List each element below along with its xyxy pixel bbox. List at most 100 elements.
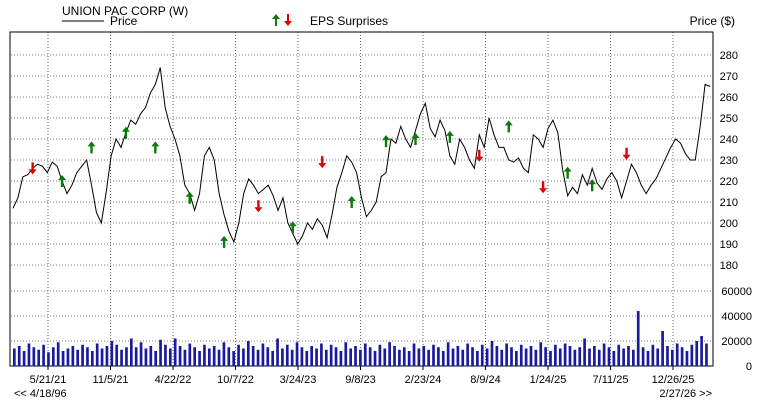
- x-tick-label: 5/21/21: [30, 374, 67, 386]
- volume-bar: [149, 346, 153, 366]
- volume-bar: [490, 341, 494, 366]
- forward-nav-link[interactable]: 2/27/26 >>: [659, 388, 712, 400]
- volume-bar: [295, 342, 299, 366]
- volume-bar: [588, 348, 591, 366]
- back-nav-link[interactable]: << 4/18/96: [14, 388, 67, 400]
- eps-down-arrow-icon[interactable]: [318, 156, 327, 169]
- eps-up-arrow-icon[interactable]: [382, 135, 391, 148]
- volume-tick-label: 0: [746, 361, 752, 373]
- volume-bar: [656, 348, 660, 366]
- volume-bar: [485, 348, 489, 366]
- volume-bar: [271, 351, 275, 366]
- price-tick-label: 200: [720, 218, 738, 230]
- volume-bar: [593, 346, 596, 366]
- volume-bar: [378, 344, 382, 366]
- eps-up-arrow-icon[interactable]: [588, 179, 597, 192]
- volume-bar: [290, 349, 294, 366]
- volume-bar: [607, 347, 611, 366]
- volume-bar: [173, 338, 177, 366]
- volume-bar: [344, 342, 348, 366]
- price-tick-label: 260: [720, 92, 738, 104]
- volume-bar: [349, 348, 352, 366]
- x-tick-label: 1/24/25: [530, 374, 567, 386]
- volume-bar: [373, 351, 377, 366]
- eps-up-arrow-icon[interactable]: [347, 196, 356, 208]
- eps-down-legend-icon: [284, 14, 292, 26]
- volume-tick-label: 60000: [721, 286, 752, 298]
- volume-bar: [232, 351, 236, 366]
- volume-bar: [193, 347, 197, 366]
- volume-bar: [51, 347, 55, 366]
- eps-up-arrow-icon[interactable]: [288, 221, 297, 234]
- eps-down-arrow-icon[interactable]: [475, 149, 484, 162]
- volume-bar: [646, 351, 650, 366]
- volume-bar: [597, 349, 601, 366]
- volume-bar: [393, 346, 396, 366]
- volume-bar: [251, 346, 255, 366]
- eps-up-arrow-icon[interactable]: [185, 191, 194, 204]
- x-tick-label: 10/7/22: [217, 374, 254, 386]
- eps-up-arrow-icon[interactable]: [151, 141, 160, 154]
- volume-bar: [451, 348, 455, 366]
- price-tick-label: 230: [720, 155, 738, 167]
- volume-bar: [237, 344, 240, 366]
- volume-bar: [27, 343, 31, 366]
- eps-down-arrow-icon[interactable]: [539, 181, 548, 194]
- eps-up-arrow-icon[interactable]: [445, 130, 454, 143]
- volume-bar: [256, 349, 260, 366]
- volume-bar: [359, 349, 362, 366]
- volume-bar: [281, 348, 284, 366]
- volume-bar: [168, 348, 172, 366]
- volume-bar: [217, 349, 221, 366]
- volume-bar: [505, 343, 508, 366]
- eps-down-arrow-icon[interactable]: [28, 162, 37, 175]
- eps-down-arrow-icon[interactable]: [254, 200, 263, 213]
- volume-tick-label: 20000: [721, 336, 752, 348]
- eps-up-arrow-icon[interactable]: [504, 120, 513, 133]
- volume-bar: [266, 347, 270, 366]
- eps-up-arrow-icon[interactable]: [87, 141, 96, 154]
- eps-up-arrow-icon[interactable]: [58, 175, 67, 187]
- volume-bar: [437, 347, 440, 366]
- x-axis-labels: 5/21/21 11/5/21 4/22/22 10/7/22 3/24/23 9/8/2…: [30, 366, 695, 386]
- volume-bar: [680, 347, 684, 366]
- x-tick-label: 11/5/21: [93, 374, 129, 386]
- legend: UNION PAC CORP (W) Price EPS Surprises P…: [62, 4, 735, 28]
- volume-bar: [227, 347, 231, 366]
- volume-bar: [651, 344, 655, 366]
- volume-bar: [675, 343, 679, 366]
- eps-up-arrow-icon[interactable]: [121, 126, 130, 139]
- x-tick-label: 12/26/25: [652, 374, 695, 386]
- x-tick-label: 9/8/23: [345, 374, 376, 386]
- volume-bar: [612, 351, 616, 366]
- volume-bar: [427, 349, 430, 366]
- volume-bar: [549, 351, 552, 366]
- volume-bar: [641, 347, 645, 366]
- volume-bar: [471, 347, 474, 366]
- volume-bar: [573, 349, 577, 366]
- volume-bar: [207, 348, 211, 366]
- volume-bar: [407, 351, 411, 366]
- eps-markers: [28, 120, 631, 248]
- volume-bar: [388, 342, 391, 366]
- eps-down-arrow-icon[interactable]: [622, 147, 631, 160]
- volume-bar: [519, 344, 523, 366]
- volume-bar: [95, 343, 99, 366]
- volume-bar: [17, 346, 21, 366]
- x-tick-label: 7/11/25: [593, 374, 629, 386]
- eps-up-arrow-icon[interactable]: [563, 166, 572, 179]
- price-tick-label: 220: [720, 176, 738, 188]
- volume-bar: [685, 351, 689, 366]
- volume-bar: [671, 349, 674, 366]
- volume-bar: [115, 344, 119, 366]
- volume-bar: [705, 343, 708, 366]
- volume-bar: [334, 347, 338, 366]
- volume-bar: [515, 351, 518, 366]
- eps-up-arrow-icon[interactable]: [411, 133, 420, 145]
- eps-up-arrow-icon[interactable]: [220, 235, 229, 248]
- volume-bar: [110, 341, 114, 366]
- volume-bar: [368, 347, 372, 366]
- volume-bar: [539, 342, 543, 366]
- volume-bar: [617, 344, 621, 366]
